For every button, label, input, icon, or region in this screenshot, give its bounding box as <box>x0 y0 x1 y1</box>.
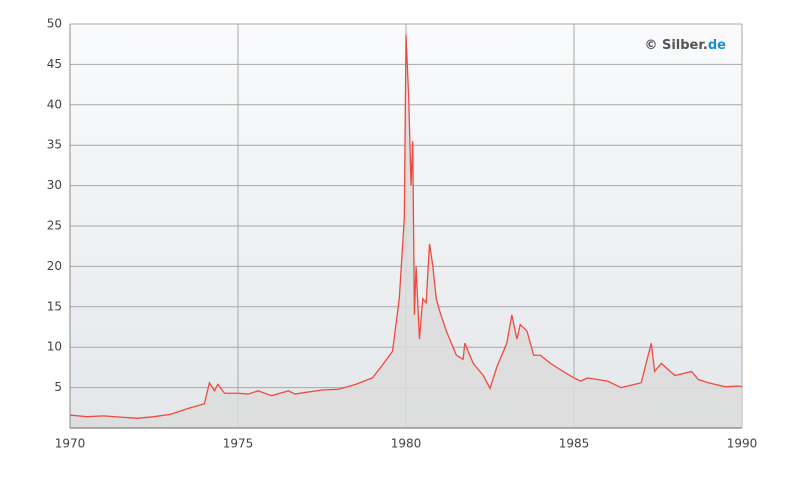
y-tick-label: 20 <box>47 259 62 273</box>
x-tick-label: 1990 <box>727 437 758 451</box>
y-tick-label: 45 <box>47 57 62 71</box>
x-tick-label: 1985 <box>559 437 590 451</box>
area <box>70 34 742 428</box>
y-tick-label: 5 <box>54 380 62 394</box>
y-tick-label: 35 <box>47 138 62 152</box>
y-tick-label: 30 <box>47 178 62 192</box>
y-tick-label: 10 <box>47 340 62 354</box>
x-tick-label: 1975 <box>223 437 254 451</box>
y-tick-label: 25 <box>47 219 62 233</box>
x-tick-label: 1970 <box>55 437 86 451</box>
price-line <box>69 34 743 419</box>
watermark: © Silber.de <box>644 38 726 53</box>
x-tick-label: 1980 <box>391 437 422 451</box>
watermark-highlight: de <box>708 38 726 53</box>
y-tick-label: 50 <box>47 17 62 31</box>
y-tick-label: 15 <box>47 299 62 313</box>
watermark-text: © Silber. <box>644 38 707 53</box>
y-tick-label: 40 <box>47 97 62 111</box>
